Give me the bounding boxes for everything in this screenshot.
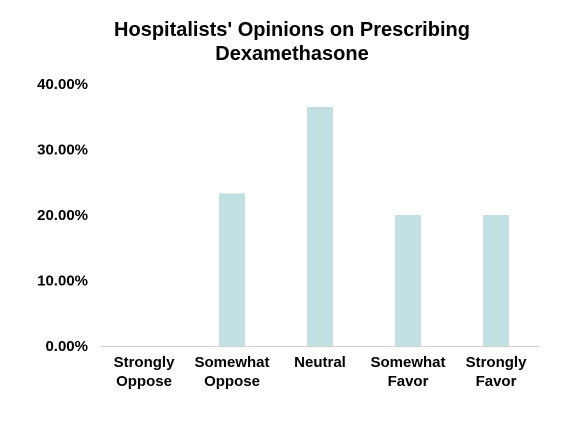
y-tick-label: 10.00% bbox=[37, 273, 88, 290]
x-tick-label: Favor bbox=[388, 373, 429, 390]
chart-title-line-2: Dexamethasone bbox=[215, 43, 369, 65]
bar bbox=[395, 215, 421, 346]
y-axis-ticks: 0.00% 10.00% 20.00% 30.00% 40.00% bbox=[37, 76, 88, 355]
x-tick-label: Somewhat bbox=[370, 354, 445, 371]
y-tick-label: 30.00% bbox=[37, 142, 88, 159]
x-tick-label: Somewhat bbox=[194, 354, 269, 371]
y-tick-label: 20.00% bbox=[37, 207, 88, 224]
x-axis-labels: Strongly Oppose Somewhat Oppose Neutral Somew… bbox=[114, 354, 527, 390]
bar bbox=[483, 215, 509, 346]
y-tick-label: 0.00% bbox=[45, 338, 88, 355]
chart-title: Hospitalists' Opinions on Prescribing De… bbox=[0, 18, 584, 66]
x-tick-label: Neutral bbox=[294, 354, 346, 371]
x-tick-label: Strongly bbox=[114, 354, 175, 371]
x-tick-label: Favor bbox=[476, 373, 517, 390]
chart-title-line-1: Hospitalists' Opinions on Prescribing bbox=[114, 19, 470, 41]
x-tick-label: Oppose bbox=[116, 373, 172, 390]
bars bbox=[219, 106, 509, 346]
x-tick-label: Oppose bbox=[204, 373, 260, 390]
x-tick-label: Strongly bbox=[466, 354, 527, 371]
bar bbox=[219, 193, 245, 346]
bar bbox=[307, 106, 333, 346]
y-tick-label: 40.00% bbox=[37, 76, 88, 93]
